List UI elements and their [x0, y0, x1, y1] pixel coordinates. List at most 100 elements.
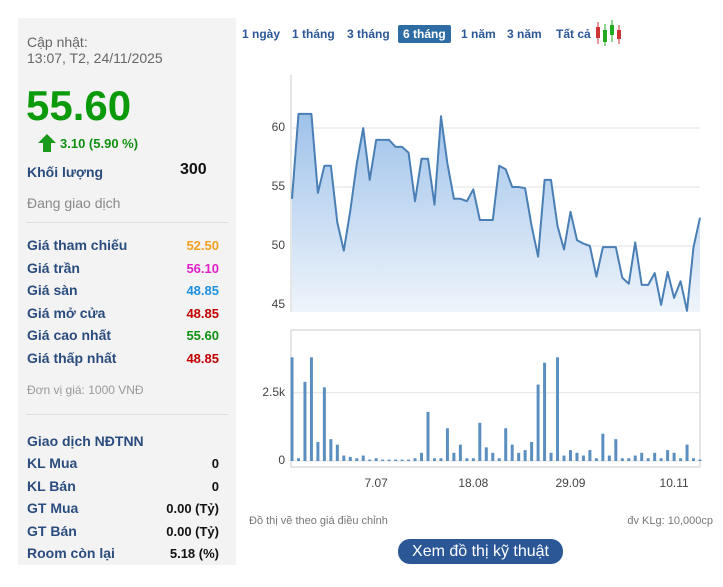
volume-bar	[368, 459, 372, 461]
volume-bar	[549, 452, 553, 461]
volume-bar	[342, 455, 346, 461]
volume-bar	[322, 387, 326, 461]
volume-bar	[633, 455, 637, 461]
unit-note: Đơn vị giá: 1000 VNĐ	[27, 383, 144, 397]
foreign-value: 0.00 (Tỷ)	[166, 523, 219, 539]
volume-bar	[646, 458, 650, 461]
separator	[26, 222, 228, 223]
volume-bar	[594, 458, 598, 461]
volume-bar	[653, 452, 657, 461]
volume-bar	[510, 444, 514, 461]
foreign-title: Giao dịch NĐTNN	[27, 433, 144, 449]
volume-bar	[413, 458, 417, 461]
volume-bar	[309, 357, 313, 461]
volume-bar	[581, 455, 585, 461]
volume-bar	[316, 441, 320, 461]
price: 55.60	[26, 82, 132, 129]
stat-value: 48.85	[186, 351, 219, 366]
volume-bar	[420, 452, 424, 461]
volume-bar	[426, 411, 430, 461]
volume-bar	[407, 459, 411, 461]
range-button[interactable]: 1 năm	[461, 27, 496, 41]
volume-bar	[374, 458, 378, 461]
range-button[interactable]: 1 ngày	[242, 27, 281, 41]
updated-label: Cập nhật:	[27, 34, 88, 50]
x-tick-label: 10.11	[660, 476, 689, 490]
foreign-value: 5.18 (%)	[169, 546, 219, 562]
volume-bar	[387, 459, 391, 461]
stat-value: 48.85	[186, 305, 219, 321]
foreign-label: GT Mua	[27, 500, 79, 517]
price-area	[292, 113, 700, 313]
footer-unit: đv KLg: 10,000cp	[627, 515, 713, 527]
volume-bar	[497, 458, 501, 461]
range-button[interactable]: Tất cả	[556, 27, 591, 41]
volume-bar	[484, 447, 488, 461]
technical-chart-button[interactable]: Xem đồ thị kỹ thuật	[398, 539, 563, 564]
volume-bar	[471, 458, 475, 461]
stat-label: Giá mở cửa	[27, 304, 106, 321]
volume-bar	[394, 459, 398, 461]
footer-note: Đồ thị vẽ theo giá điều chỉnh	[249, 515, 388, 527]
x-tick-label: 7.07	[365, 476, 389, 490]
volume-bar	[692, 458, 696, 461]
volume-bar	[432, 458, 436, 461]
volume-bar	[445, 428, 449, 461]
y-tick-label: 0	[278, 453, 285, 467]
volume-bar	[361, 455, 365, 461]
volume-bar	[465, 458, 469, 461]
stat-label: Giá thấp nhất	[27, 350, 117, 366]
volume-bar	[452, 452, 456, 461]
volume-bar	[666, 450, 670, 461]
volume-bar	[614, 439, 618, 461]
y-tick-label: 45	[272, 297, 286, 311]
range-button[interactable]: 6 tháng	[398, 25, 451, 43]
volume-bar	[478, 422, 482, 461]
volume-bar	[568, 450, 572, 461]
volume: 300	[180, 161, 207, 178]
volume-bar	[491, 452, 495, 461]
candle-icon	[596, 20, 621, 46]
foreign-value: 0.00 (Tỷ)	[166, 501, 219, 517]
volume-bar	[517, 452, 521, 461]
volume-bar	[400, 459, 404, 461]
volume-bar	[290, 357, 294, 461]
y-tick-label: 50	[272, 238, 286, 252]
foreign-label: KL Bán	[27, 477, 76, 494]
up-arrow	[38, 134, 56, 152]
range-button[interactable]: 3 năm	[507, 27, 542, 41]
foreign-value: 0	[211, 478, 219, 494]
range-button[interactable]: 3 tháng	[347, 27, 390, 41]
volume-bar	[303, 381, 307, 461]
volume-bar	[348, 456, 352, 461]
x-tick-label: 29.09	[555, 476, 585, 490]
volume-bar	[588, 450, 592, 461]
foreign-label: Room còn lại	[27, 545, 115, 562]
volume-bar	[536, 384, 540, 461]
updated-time: 13:07, T2, 24/11/2025	[27, 50, 163, 66]
volume-bar	[543, 362, 547, 461]
volume-label: Khối lượng	[27, 164, 104, 180]
stat-value: 55.60	[186, 328, 219, 344]
volume-bar	[458, 444, 462, 461]
volume-frame	[290, 329, 701, 468]
volume-bar	[296, 458, 300, 461]
volume-bar	[381, 459, 385, 461]
stat-label: Giá trần	[27, 259, 80, 276]
volume-bar	[672, 452, 676, 461]
stat-label: Giá cao nhất	[27, 327, 112, 344]
volume-bar	[685, 444, 689, 461]
y-tick-label: 60	[272, 120, 286, 134]
y-tick-label: 55	[272, 179, 286, 193]
x-tick-label: 18.08	[458, 476, 488, 490]
volume-bar	[329, 439, 333, 461]
quote-panel: Cập nhật: 13:07, T2, 24/11/2025 55.60 3.…	[18, 18, 236, 565]
stat-value: 48.85	[186, 283, 219, 299]
foreign-label: KL Mua	[27, 455, 78, 471]
volume-bar	[439, 458, 443, 461]
range-button[interactable]: 1 tháng	[292, 27, 335, 41]
volume-bar	[562, 455, 566, 461]
volume-bar	[620, 458, 624, 461]
volume-bar	[523, 450, 527, 461]
